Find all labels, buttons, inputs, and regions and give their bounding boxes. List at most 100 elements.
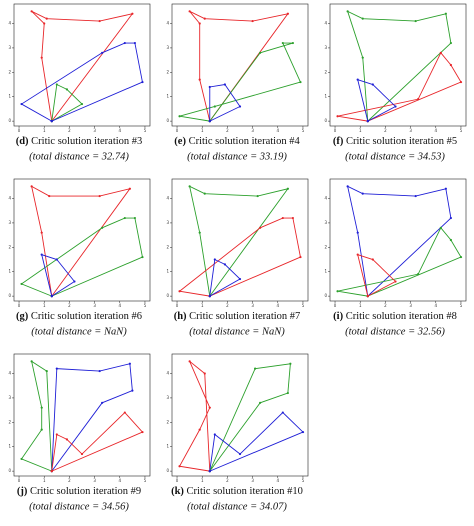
route-node [40,406,43,409]
route-node [128,362,131,365]
plot-frame [329,178,467,302]
caption-label: (e) [174,136,186,147]
route-node [40,428,43,431]
plot-frame [171,353,309,477]
y-tick-label: 0 [166,468,169,473]
y-tick-label: 3 [8,220,11,225]
x-tick-label: 4 [435,303,438,308]
caption-label: (d) [16,136,29,147]
route-node [449,238,452,242]
plot-frame [13,353,151,477]
plot-frame [13,178,151,302]
route-node [259,401,262,404]
route-node [208,406,211,409]
route-node [188,10,191,13]
route-node [128,187,131,190]
caption: (e) Critic solution iteration #4 [174,136,300,147]
caption-text: Critic solution iteration #6 [31,311,142,322]
route-node [223,263,226,266]
x-tick-label: 1 [43,128,46,133]
x-tick-label: 5 [302,128,305,133]
route-node [336,115,339,118]
route-node [414,19,417,23]
subcaption: (total distance = 32.74) [29,151,129,162]
y-tick-label: 2 [8,419,11,424]
y-tick-label: 4 [324,196,327,201]
route-node [178,115,181,118]
route-line [20,42,143,122]
route-node [371,83,374,86]
route-node [238,452,242,456]
route-node [439,226,442,229]
y-tick-label: 3 [324,45,327,50]
route-node [123,216,126,220]
route-node [188,360,191,363]
x-tick-label: 5 [144,478,147,483]
x-tick-label: 4 [277,128,280,133]
route-node [43,22,46,25]
route-node [55,367,58,370]
route-node [50,470,53,473]
caption-text: Critic solution iteration #9 [30,486,141,497]
y-tick-label: 4 [8,21,11,26]
y-tick-label: 3 [166,395,169,400]
route-line [357,253,397,297]
route-node [198,428,201,431]
y-tick-label: 2 [166,69,169,74]
route-line [189,10,289,122]
route-node [101,226,104,229]
y-tick-label: 4 [166,196,169,201]
route-node [251,19,254,23]
route-node [346,10,349,13]
x-tick-label: 5 [144,128,147,133]
route-node [459,255,463,259]
y-tick-label: 0 [166,293,169,298]
route-node [45,17,48,20]
caption-label: (g) [16,311,29,322]
route-line [31,10,134,122]
route-line [20,360,53,472]
y-tick-label: 0 [8,293,11,298]
y-tick-label: 4 [8,371,11,376]
y-tick-label: 1 [166,444,169,449]
route-node [30,360,33,363]
subcaption: (total distance = 32.56) [345,326,445,337]
route-node [80,102,84,106]
route-node [50,120,53,123]
route-node [299,80,302,84]
route-node [394,280,397,283]
route-node [198,22,201,25]
y-tick-label: 3 [166,220,169,225]
route-node [346,185,349,188]
caption: (f) Critic solution iteration #5 [333,136,457,147]
route-node [459,80,463,84]
y-tick-label: 1 [324,94,327,99]
caption: (i) Critic solution iteration #8 [333,311,457,322]
y-tick-label: 0 [166,118,169,123]
x-tick-label: 3 [93,128,96,133]
route-node [141,430,144,434]
y-tick-label: 0 [324,293,327,298]
route-node [123,41,126,45]
subcaption: (total distance = 34.56) [29,501,129,512]
caption-label: (h) [174,311,187,322]
x-tick-label: 0 [18,303,21,308]
x-tick-label: 4 [277,478,280,483]
x-tick-label: 2 [384,128,387,133]
route-node [213,258,216,261]
x-tick-label: 1 [201,303,204,308]
x-tick-label: 1 [359,303,362,308]
route-node [366,295,369,298]
route-node [213,433,216,436]
plot-frame [171,3,309,127]
x-tick-label: 0 [176,303,179,308]
route-node [366,120,369,123]
x-tick-label: 3 [409,303,412,308]
caption-text: Critic solution iteration #8 [346,311,457,322]
x-tick-label: 1 [201,128,204,133]
y-tick-label: 2 [8,69,11,74]
route-node [203,17,206,20]
route-node [198,231,201,234]
x-tick-label: 4 [119,478,122,483]
route-node [238,105,242,108]
